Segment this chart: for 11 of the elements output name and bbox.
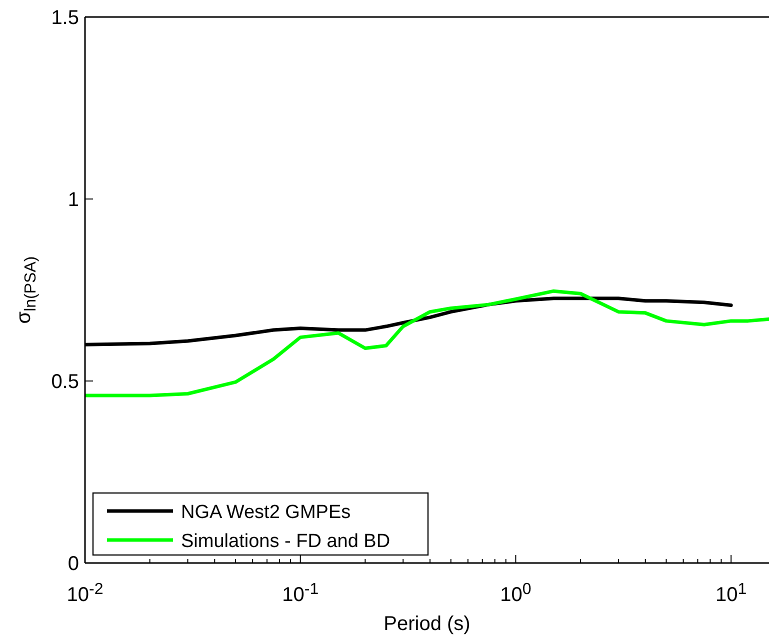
x-tick-label: 10$^{0}$: [500, 580, 532, 606]
x-tick-label: 10$^{-1}$: [282, 580, 319, 606]
y-tick-label: 0: [68, 553, 79, 575]
legend-label: NGA West2 GMPEs: [181, 502, 351, 523]
y-tick-label: 0.5: [51, 371, 79, 393]
x-tick-label: 10$^{-2}$: [66, 580, 104, 606]
y-tick-label: 1: [68, 189, 79, 211]
legend-label: Simulations - FD and BD: [181, 531, 390, 552]
y-tick-label: 1.5: [51, 7, 79, 29]
x-axis-title: Period (s): [384, 613, 470, 635]
x-tick-label: 10$^{1}$: [716, 580, 747, 606]
